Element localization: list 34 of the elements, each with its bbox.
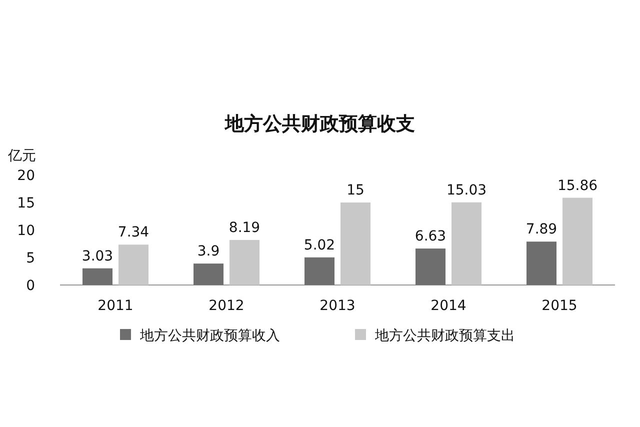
y-tick-label: 0 bbox=[26, 278, 35, 294]
data-label: 6.63 bbox=[414, 228, 446, 245]
bar bbox=[82, 268, 112, 285]
x-tick-label: 2012 bbox=[208, 298, 244, 314]
bar bbox=[118, 244, 148, 285]
data-label: 7.34 bbox=[118, 224, 150, 241]
data-label: 3.03 bbox=[82, 248, 114, 264]
x-tick-label: 2015 bbox=[542, 298, 578, 314]
legend-label: 地方公共财政预算支出 bbox=[374, 328, 515, 344]
bar bbox=[304, 257, 334, 285]
data-label: 5.02 bbox=[304, 237, 336, 254]
bar bbox=[562, 198, 592, 285]
x-tick-label: 2011 bbox=[98, 298, 134, 314]
y-tick-label: 10 bbox=[17, 223, 35, 239]
y-tick-label: 15 bbox=[17, 196, 35, 212]
y-tick-label: 5 bbox=[26, 250, 35, 266]
y-tick-label: 20 bbox=[17, 168, 35, 184]
bar bbox=[526, 242, 556, 285]
bar bbox=[194, 264, 224, 285]
x-tick-label: 2014 bbox=[430, 298, 466, 314]
x-tick-label: 2013 bbox=[320, 298, 356, 314]
bar bbox=[230, 240, 260, 285]
bar bbox=[452, 202, 482, 285]
bar bbox=[340, 202, 370, 285]
data-label: 15.03 bbox=[446, 182, 487, 198]
chart-title: 地方公共财政预算收支 bbox=[224, 113, 415, 135]
data-label: 7.89 bbox=[526, 222, 558, 238]
bar bbox=[416, 248, 446, 285]
data-label: 15.86 bbox=[557, 178, 598, 194]
data-label: 15 bbox=[346, 182, 364, 198]
y-axis-title: 亿元 bbox=[7, 148, 36, 164]
data-label: 8.19 bbox=[228, 220, 260, 236]
legend-label: 地方公共财政预算收入 bbox=[139, 328, 280, 344]
data-label: 3.9 bbox=[197, 244, 220, 260]
